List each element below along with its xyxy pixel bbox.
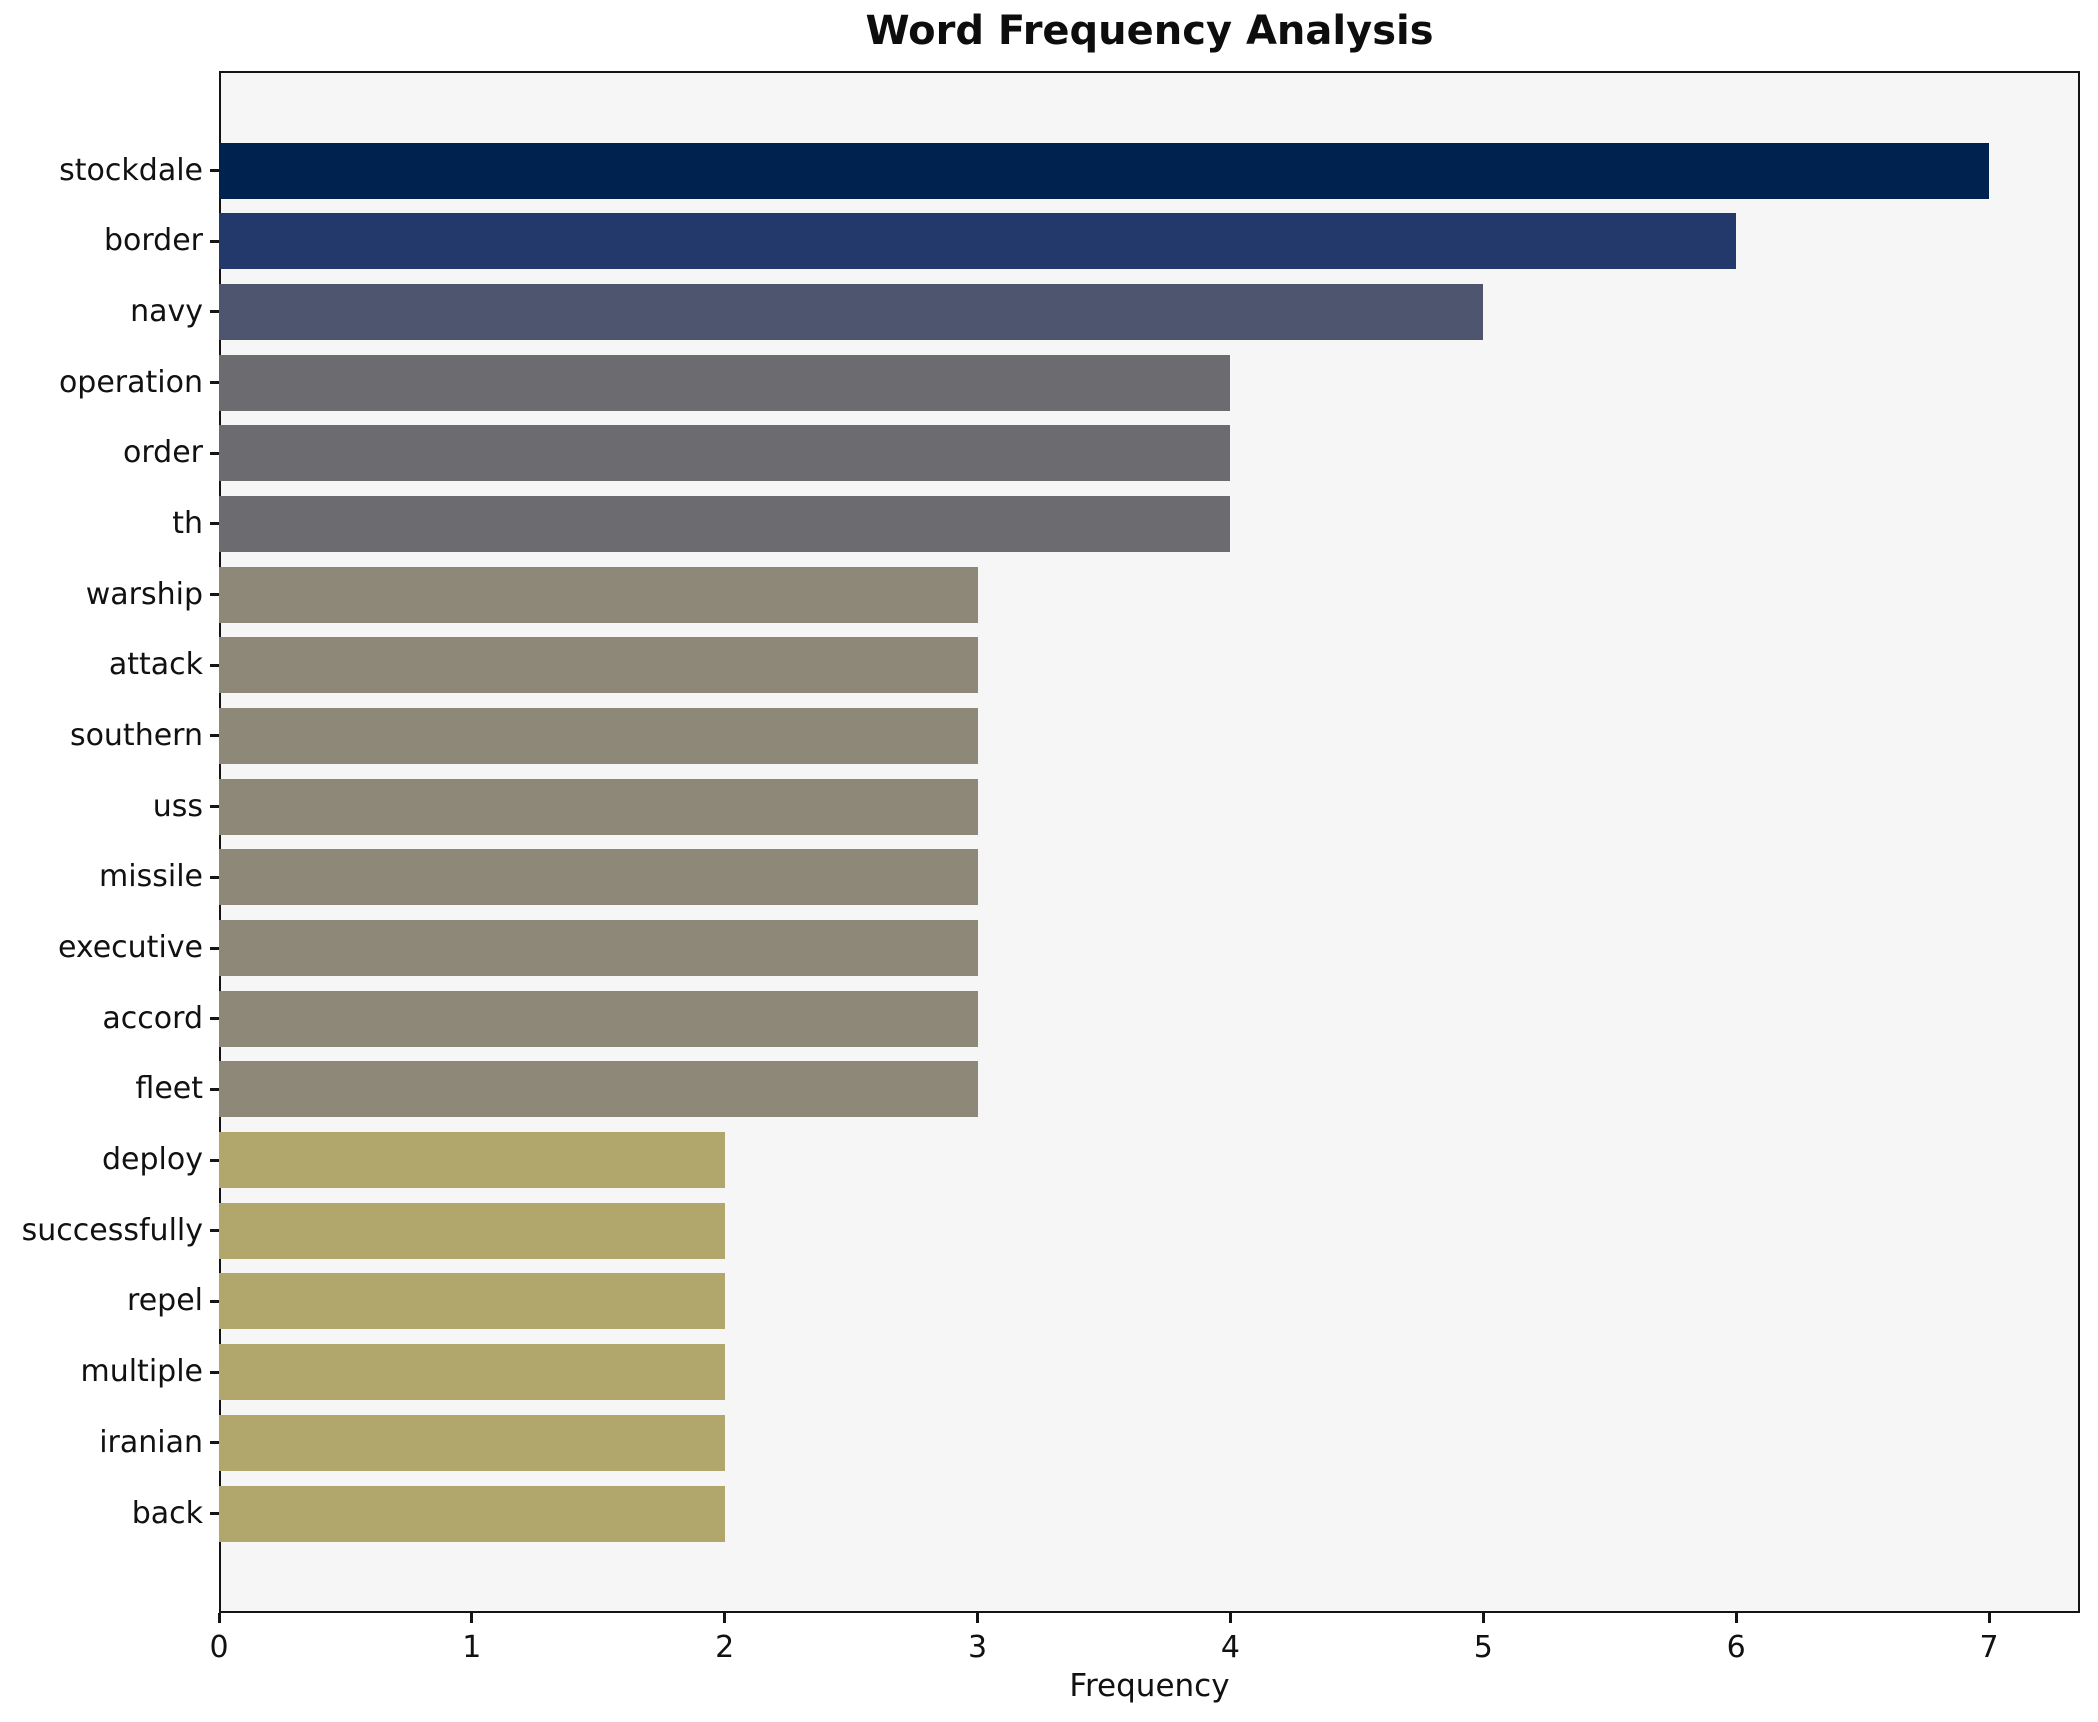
bar-successfully [219, 1202, 725, 1259]
y-label-uss: uss [152, 788, 203, 824]
bar-border [219, 213, 1737, 270]
y-tick-uss [210, 805, 219, 809]
y-label-fleet: fleet [135, 1071, 203, 1107]
y-tick-th [210, 522, 219, 526]
y-label-navy: navy [130, 293, 203, 329]
y-tick-accord [210, 1017, 219, 1021]
y-label-southern: southern [69, 717, 203, 753]
x-tick-mark-6 [1734, 1613, 1738, 1623]
y-label-th: th [172, 505, 203, 541]
x-tick-mark-2 [723, 1613, 727, 1623]
y-label-successfully: successfully [21, 1212, 203, 1248]
y-tick-deploy [210, 1158, 219, 1162]
x-tick-mark-3 [976, 1613, 980, 1623]
bar-operation [219, 354, 1231, 411]
y-tick-repel [210, 1299, 219, 1303]
y-label-executive: executive [57, 930, 203, 966]
y-label-stockdale: stockdale [59, 152, 203, 188]
bar-th [219, 495, 1231, 552]
x-tick-label-3: 3 [968, 1630, 988, 1665]
y-label-missile: missile [99, 859, 203, 895]
y-tick-warship [210, 593, 219, 597]
x-tick-label-4: 4 [1220, 1630, 1240, 1665]
x-tick-label-1: 1 [462, 1630, 482, 1665]
bar-southern [219, 707, 978, 764]
y-tick-operation [210, 381, 219, 385]
x-tick-label-0: 0 [209, 1630, 229, 1665]
y-label-order: order [123, 435, 203, 471]
x-tick-mark-1 [470, 1613, 474, 1623]
bar-multiple [219, 1344, 725, 1401]
x-tick-mark-0 [217, 1613, 221, 1623]
bar-repel [219, 1273, 725, 1330]
y-tick-multiple [210, 1370, 219, 1374]
x-tick-mark-4 [1228, 1613, 1232, 1623]
bar-attack [219, 637, 978, 694]
y-tick-missile [210, 875, 219, 879]
bar-deploy [219, 1132, 725, 1189]
y-tick-iranian [210, 1441, 219, 1445]
bar-iranian [219, 1414, 725, 1471]
y-label-operation: operation [58, 364, 203, 400]
y-label-iranian: iranian [99, 1424, 203, 1460]
y-label-attack: attack [108, 647, 203, 683]
x-tick-label-5: 5 [1473, 1630, 1493, 1665]
bar-stockdale [219, 142, 1989, 199]
y-tick-stockdale [210, 169, 219, 172]
bar-uss [219, 778, 978, 835]
y-label-border: border [103, 223, 203, 259]
y-label-deploy: deploy [102, 1142, 203, 1178]
bar-navy [219, 283, 1484, 340]
bar-accord [219, 990, 978, 1047]
x-tick-label-6: 6 [1726, 1630, 1746, 1665]
y-label-back: back [131, 1495, 203, 1531]
y-label-warship: warship [85, 576, 203, 612]
x-tick-mark-5 [1481, 1613, 1485, 1623]
y-tick-executive [210, 946, 219, 950]
y-tick-navy [210, 310, 219, 314]
bar-missile [219, 849, 978, 906]
y-label-multiple: multiple [80, 1354, 203, 1390]
y-tick-successfully [210, 1229, 219, 1233]
bar-back [219, 1485, 725, 1542]
x-axis-title: Frequency [1069, 1668, 1230, 1704]
x-tick-label-2: 2 [715, 1630, 735, 1665]
y-tick-order [210, 451, 219, 455]
y-tick-back [210, 1512, 219, 1515]
bar-order [219, 425, 1231, 482]
y-tick-fleet [210, 1087, 219, 1091]
y-label-accord: accord [102, 1000, 203, 1036]
y-label-repel: repel [127, 1283, 203, 1319]
bar-executive [219, 920, 978, 977]
bar-warship [219, 566, 978, 623]
x-tick-mark-7 [1987, 1613, 1991, 1623]
bar-fleet [219, 1061, 978, 1118]
x-tick-label-7: 7 [1979, 1630, 1999, 1665]
y-tick-border [210, 239, 219, 243]
y-tick-southern [210, 734, 219, 738]
y-tick-attack [210, 663, 219, 667]
chart-title: Word Frequency Analysis [865, 8, 1434, 54]
